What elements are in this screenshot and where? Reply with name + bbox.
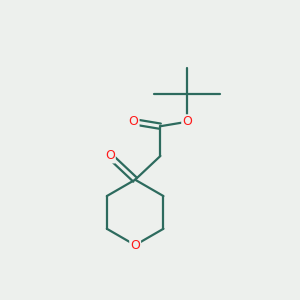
Text: O: O — [182, 115, 192, 128]
Text: O: O — [129, 115, 139, 128]
Text: O: O — [105, 149, 115, 162]
Text: O: O — [130, 238, 140, 252]
